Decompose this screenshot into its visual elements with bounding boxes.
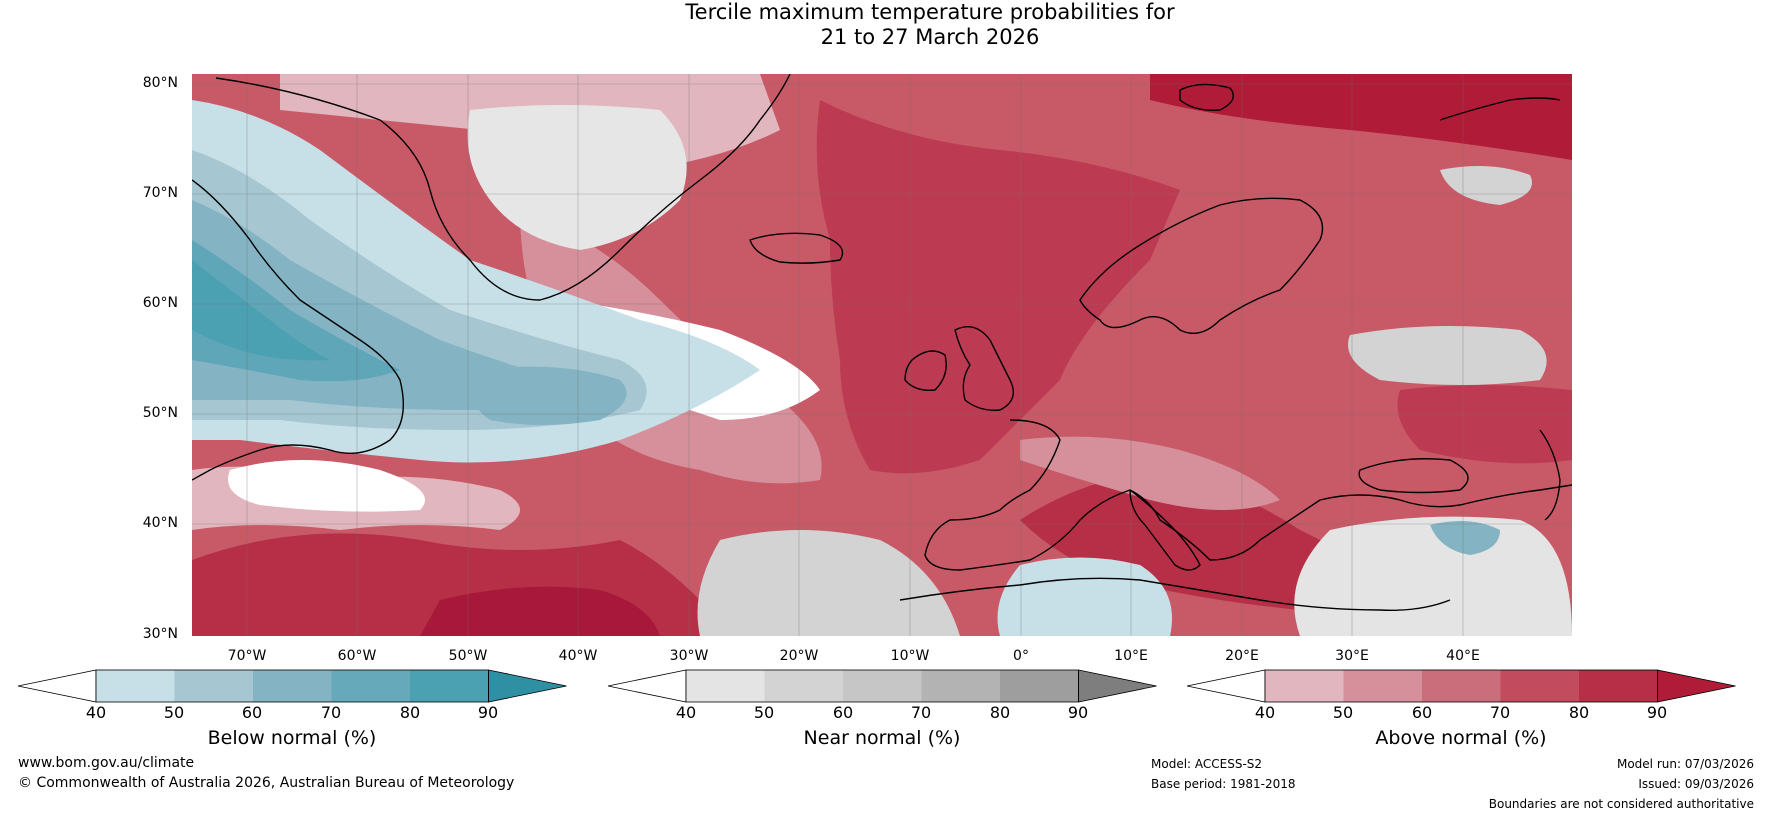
lon-label-0: 0° <box>1013 648 1029 664</box>
colorbar-outline <box>95 669 489 703</box>
legend-below-tick: 80 <box>399 703 421 722</box>
map-title: Tercile maximum temperature probabilitie… <box>0 0 1770 50</box>
above-50-region-europe <box>1020 436 1280 510</box>
lon-label-50w: 50°W <box>448 648 488 664</box>
legend-near-tick: 80 <box>989 703 1011 722</box>
lat-label-60n: 60°N <box>142 295 178 311</box>
website-link[interactable]: www.bom.gov.au/climate <box>18 755 195 771</box>
legend-below-tick: 90 <box>477 703 499 722</box>
lon-label-10w: 10°W <box>890 648 930 664</box>
title-line-2: 21 to 27 March 2026 <box>820 25 1040 49</box>
above-80-region-east <box>1397 385 1572 464</box>
colorbar-segment <box>174 670 254 702</box>
below-normal-region-turkey <box>1430 521 1500 555</box>
model-name: Model: ACCESS-S2 <box>1151 757 1263 771</box>
copyright: © Commonwealth of Australia 2026, Austra… <box>18 775 515 791</box>
lon-label-40e: 40°E <box>1446 648 1480 664</box>
colorbar-above-normal <box>1186 669 1736 703</box>
lon-label-70w: 70°W <box>227 648 267 664</box>
issued-date: Issued: 09/03/2026 <box>1638 777 1754 791</box>
lon-label-20e: 20°E <box>1225 648 1259 664</box>
lat-label-30n: 30°N <box>142 626 178 642</box>
colorbar-segment <box>1343 670 1423 702</box>
colorbar-low-extend <box>1186 669 1266 703</box>
lat-label-50n: 50°N <box>142 405 178 421</box>
near-normal-region-north-africa <box>697 530 960 636</box>
lat-label-80n: 80°N <box>142 75 178 91</box>
colorbar-segment <box>410 670 489 702</box>
legend-below-label: Below normal (%) <box>207 727 377 749</box>
colorbar-segment <box>253 670 332 702</box>
colorbar-outline <box>685 669 1079 703</box>
above-90-region-atlantic-south <box>420 586 660 636</box>
title-line-1: Tercile maximum temperature probabilitie… <box>685 0 1175 24</box>
colorbar-below-normal <box>17 669 567 703</box>
colorbar-low-extend <box>17 669 97 703</box>
near-normal-region-russia-central <box>1348 326 1547 385</box>
legend-above-tick: 70 <box>1489 703 1511 722</box>
near-normal-region-middle-east <box>1294 516 1572 636</box>
above-80-region-central <box>816 100 1180 474</box>
colorbar-near-normal <box>607 669 1157 703</box>
legend-above-tick: 60 <box>1411 703 1433 722</box>
colorbar-segment <box>843 670 922 702</box>
colorbar-segment <box>764 670 844 702</box>
above-90-region-north <box>1150 74 1572 160</box>
colorbar-segment <box>921 670 1001 702</box>
colorbar-high-extend <box>1078 669 1157 703</box>
below-normal-region-labrador-90 <box>192 260 330 361</box>
near-normal-region-near-azores <box>228 460 425 512</box>
lon-label-40w: 40°W <box>558 648 598 664</box>
colorbar-segment <box>1422 670 1501 702</box>
legend-below-tick: 50 <box>163 703 185 722</box>
base-period: Base period: 1981-2018 <box>1151 777 1296 791</box>
colorbar-segment <box>1000 670 1079 702</box>
lon-label-30w: 30°W <box>669 648 709 664</box>
colorbar-segment <box>331 670 411 702</box>
colorbar-segment <box>1500 670 1580 702</box>
legend-above-tick: 90 <box>1646 703 1668 722</box>
legend-below-tick: 60 <box>241 703 263 722</box>
legend-near-tick: 60 <box>832 703 854 722</box>
colorbar-segment <box>686 670 765 702</box>
lon-label-20w: 20°W <box>779 648 819 664</box>
below-normal-region-atlantic-center <box>472 366 627 425</box>
colorbar-high-extend <box>1657 669 1736 703</box>
legend-near-tick: 50 <box>753 703 775 722</box>
legend-above-tick: 40 <box>1254 703 1276 722</box>
lat-label-40n: 40°N <box>142 515 178 531</box>
colorbar-segment <box>96 670 175 702</box>
legend-below-tick: 70 <box>320 703 342 722</box>
legend-above-label: Above normal (%) <box>1375 727 1547 749</box>
legend-near-tick: 70 <box>910 703 932 722</box>
legend-above-tick: 80 <box>1568 703 1590 722</box>
colorbar-outline <box>1264 669 1658 703</box>
lon-label-60w: 60°W <box>337 648 377 664</box>
coastlines <box>192 74 1572 611</box>
colorbar-low-extend <box>607 669 687 703</box>
legend-above-tick: 50 <box>1332 703 1354 722</box>
legend-near-tick: 90 <box>1067 703 1089 722</box>
lon-label-10e: 10°E <box>1114 648 1148 664</box>
near-normal-region-north-atlantic <box>467 105 687 250</box>
colorbar-segment <box>1265 670 1344 702</box>
gridlines <box>192 74 1572 636</box>
lon-label-30e: 30°E <box>1335 648 1369 664</box>
disclaimer: Boundaries are not considered authoritat… <box>1488 797 1754 811</box>
below-normal-region-algeria <box>997 557 1172 636</box>
colorbar-high-extend <box>488 669 567 703</box>
legend-near-tick: 40 <box>675 703 697 722</box>
lat-label-70n: 70°N <box>142 185 178 201</box>
legend-near-label: Near normal (%) <box>803 727 961 749</box>
model-run: Model run: 07/03/2026 <box>1616 757 1754 771</box>
legend-below-tick: 40 <box>85 703 107 722</box>
colorbar-segment <box>1579 670 1658 702</box>
